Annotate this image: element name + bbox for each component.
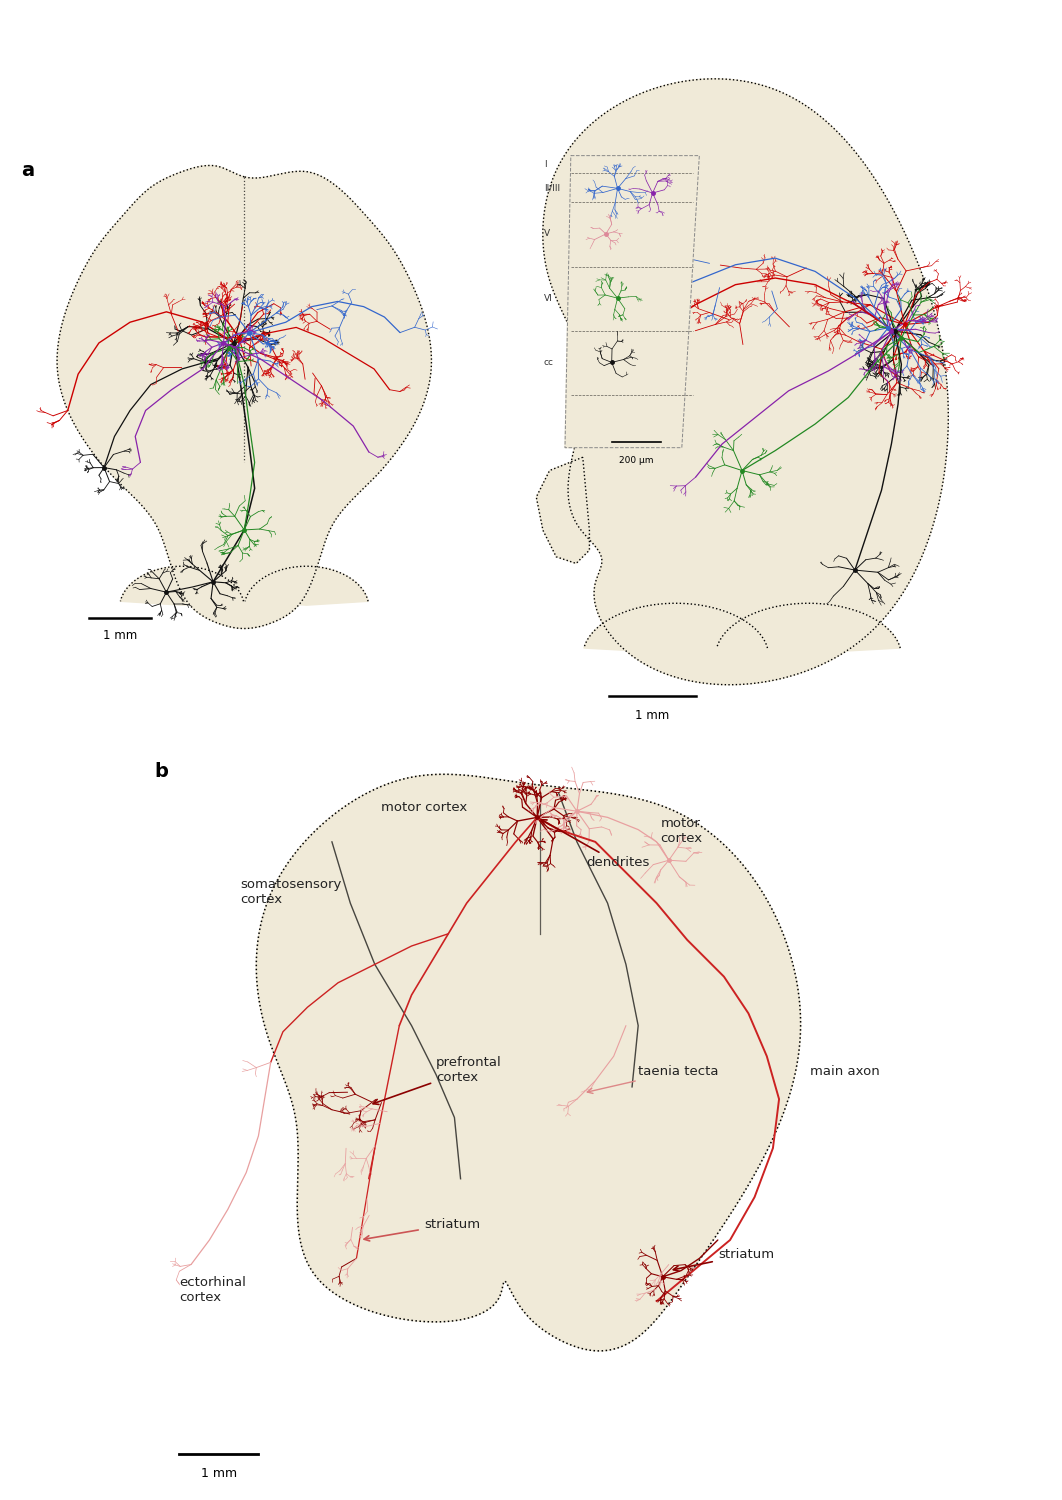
Polygon shape	[717, 603, 901, 652]
Text: prefrontal
cortex: prefrontal cortex	[373, 1056, 502, 1104]
Polygon shape	[256, 774, 801, 1352]
Text: a: a	[21, 162, 34, 180]
Text: 200 μm: 200 μm	[619, 456, 653, 465]
Text: striatum: striatum	[673, 1248, 774, 1270]
Text: 1 mm: 1 mm	[201, 1467, 237, 1479]
Text: II/III: II/III	[544, 184, 560, 194]
Polygon shape	[120, 566, 243, 604]
Text: motor cortex: motor cortex	[380, 801, 467, 814]
Text: V: V	[544, 230, 550, 238]
Text: motor
cortex: motor cortex	[660, 818, 702, 844]
Polygon shape	[245, 566, 369, 604]
Polygon shape	[57, 165, 431, 628]
Text: 1 mm: 1 mm	[103, 628, 137, 642]
Text: ectorhinal
cortex: ectorhinal cortex	[178, 1276, 245, 1304]
Text: striatum: striatum	[364, 1218, 480, 1240]
Text: 1 mm: 1 mm	[635, 710, 670, 723]
Polygon shape	[536, 458, 589, 564]
Text: VI: VI	[544, 294, 552, 303]
Text: somatosensory
cortex: somatosensory cortex	[240, 878, 342, 906]
Text: main axon: main axon	[809, 1065, 879, 1077]
Text: taenia tecta: taenia tecta	[587, 1065, 719, 1094]
Text: b: b	[154, 762, 168, 782]
Polygon shape	[584, 603, 768, 652]
Polygon shape	[543, 80, 948, 684]
Text: I: I	[544, 160, 547, 170]
Text: cc: cc	[544, 358, 554, 368]
Text: dendrites: dendrites	[542, 819, 650, 870]
Polygon shape	[565, 156, 700, 447]
